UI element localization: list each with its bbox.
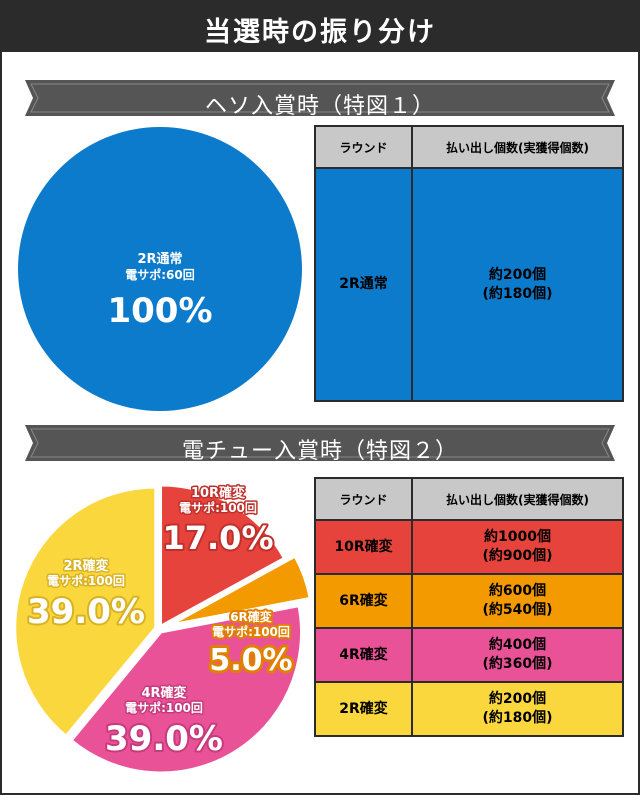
table-header-payout: 払い出し個数(実獲得個数) — [411, 125, 624, 169]
pie-slice — [171, 555, 311, 626]
table-row: 2R通常 約200個 (約180個) — [314, 167, 624, 402]
slice-sub: 電サポ:100回 — [179, 500, 257, 515]
slice-name: 6R確変 — [230, 609, 273, 624]
section-title-2: 電チュー入賞時（特図２） — [181, 439, 458, 464]
payout-value: 約200個 — [488, 691, 547, 707]
pie-slice — [14, 486, 157, 737]
table-row: 10R確変 約1000個 (約900個) — [314, 519, 624, 575]
payout-value: 約400個 — [488, 637, 547, 653]
actual-value: (約180個) — [482, 710, 553, 726]
slice-percent: 100% — [107, 291, 212, 331]
slice-percent: 39.0% — [27, 592, 145, 632]
actual-value: (約180個) — [482, 285, 553, 302]
payout-value: 約600個 — [488, 583, 547, 599]
table-row: 4R確変 約400個 (約360個) — [314, 627, 624, 683]
payout-table-denchu: ラウンド 払い出し個数(実獲得個数) 10R確変 約1000個 (約900個) … — [314, 477, 624, 737]
pie-slice — [160, 484, 286, 628]
pie-chart-denchu: 10R確変電サポ:100回17.0%6R確変電サポ:100回5.0%4R確変電サ… — [14, 484, 311, 774]
payout-cell: 約200個 (約180個) — [411, 681, 624, 737]
title-bar — [0, 0, 640, 52]
slice-name: 2R通常 — [137, 251, 182, 267]
table-row: 2R確変 約200個 (約180個) — [314, 681, 624, 737]
payout-cell: 約1000個 (約900個) — [411, 519, 624, 575]
slice-sub: 電サポ:60回 — [125, 267, 195, 282]
round-cell: 10R確変 — [314, 519, 413, 575]
table-header-round: ラウンド — [314, 477, 413, 521]
slice-name: 4R確変 — [141, 685, 186, 701]
section-banner-2 — [25, 425, 615, 461]
slice-sub: 電サポ:100回 — [47, 573, 125, 588]
table-header-round: ラウンド — [314, 125, 413, 169]
slice-name: 10R確変 — [191, 485, 245, 501]
slice-percent: 5.0% — [209, 643, 292, 678]
payout-table-heso: ラウンド 払い出し個数(実獲得個数) 2R通常 約200個 (約180個) — [314, 125, 624, 402]
payout-value: 約1000個 — [484, 529, 551, 545]
pie-slice — [18, 127, 302, 411]
round-cell: 4R確変 — [314, 627, 413, 683]
section-banner-1 — [25, 80, 615, 116]
slice-percent: 17.0% — [162, 519, 273, 557]
payout-value: 約200個 — [488, 266, 547, 283]
round-cell: 2R確変 — [314, 681, 413, 737]
round-cell: 2R通常 — [314, 167, 413, 402]
page-title: 当選時の振り分け — [204, 17, 436, 48]
payout-cell: 約200個 (約180個) — [411, 167, 624, 402]
pie-slice — [70, 605, 303, 774]
actual-value: (約900個) — [482, 548, 553, 564]
section-title-1: ヘソ入賞時（特図１） — [204, 94, 435, 119]
payout-cell: 約400個 (約360個) — [411, 627, 624, 683]
slice-name: 2R確変 — [63, 558, 108, 574]
payout-cell: 約600個 (約540個) — [411, 573, 624, 629]
actual-value: (約540個) — [482, 602, 553, 618]
slice-percent: 39.0% — [105, 719, 223, 759]
slice-sub: 電サポ:100回 — [125, 700, 203, 715]
actual-value: (約360個) — [482, 656, 553, 672]
round-cell: 6R確変 — [314, 573, 413, 629]
table-header-payout: 払い出し個数(実獲得個数) — [411, 477, 624, 521]
table-row: 6R確変 約600個 (約540個) — [314, 573, 624, 629]
slice-sub: 電サポ:100回 — [212, 624, 290, 639]
